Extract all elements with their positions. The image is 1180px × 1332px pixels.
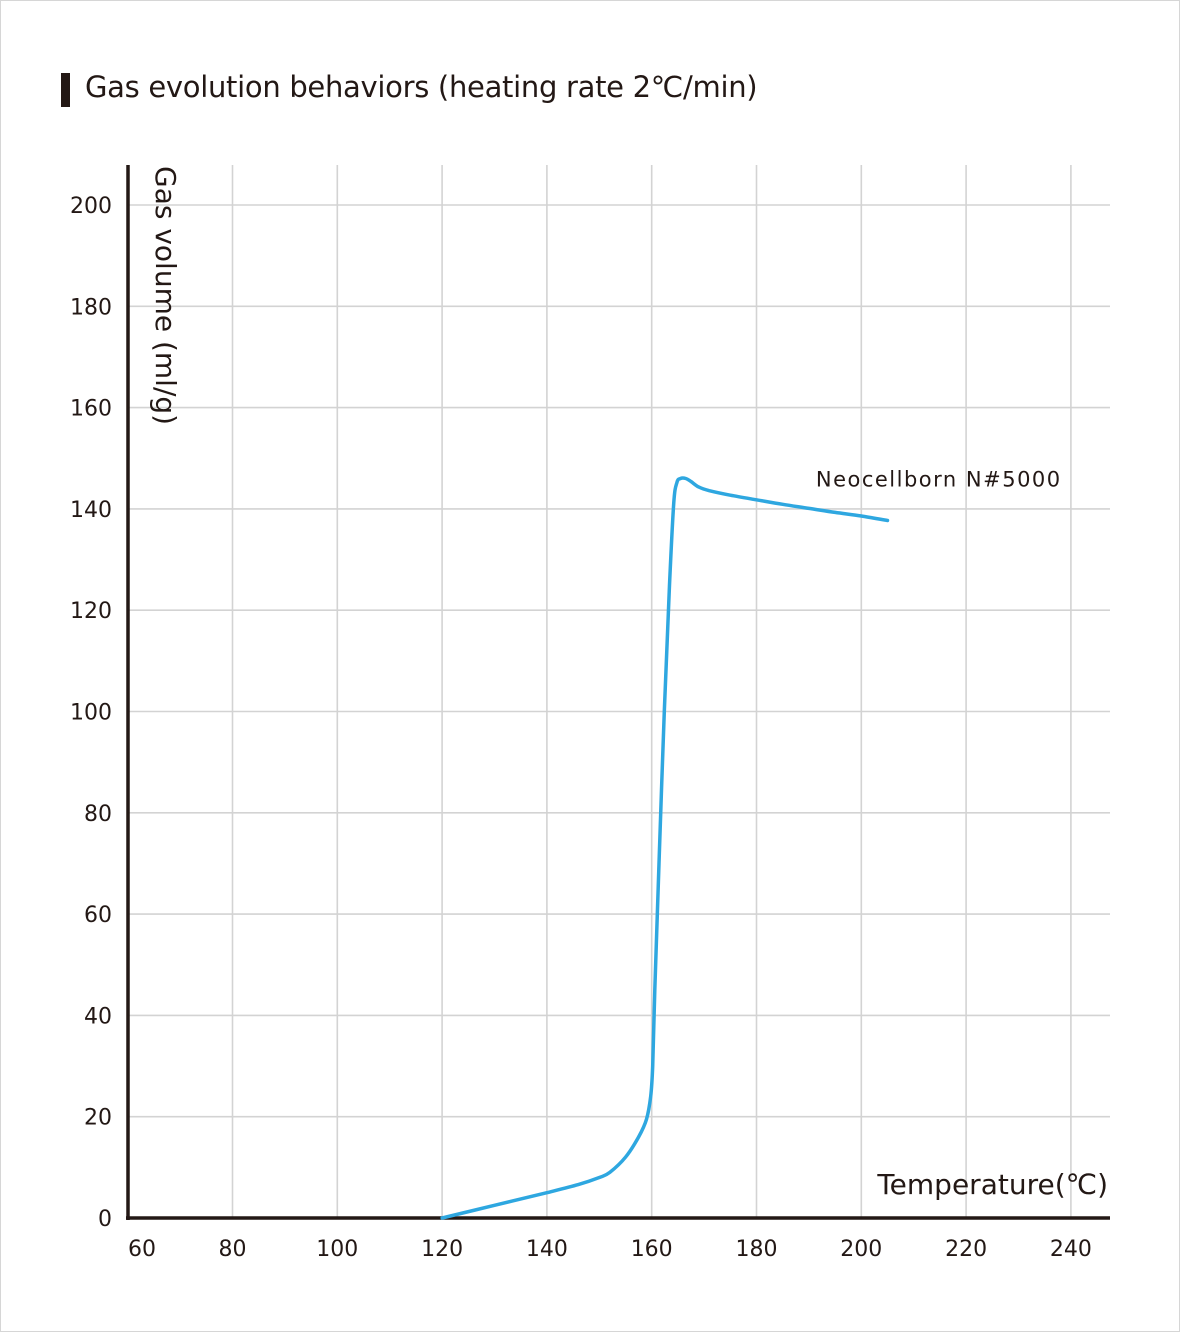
x-tick-label-140: 140 [526, 1237, 568, 1262]
chart-title: Gas evolution behaviors (heating rate 2℃… [85, 70, 758, 104]
y-tick-label-60: 60 [84, 903, 112, 928]
grid-lines [128, 165, 1110, 1218]
axes [126, 165, 1110, 1220]
x-tick-label-240: 240 [1050, 1237, 1092, 1262]
y-tick-label-140: 140 [70, 498, 112, 523]
x-tick-label-100: 100 [316, 1237, 358, 1262]
title-marker-bar [61, 73, 70, 107]
y-tick-label-180: 180 [70, 295, 112, 320]
tick-labels: 0 20 40 60 80 100 120 140 160 180 200 60 80 100 120 140… [70, 194, 1092, 1262]
series-line-0 [440, 476, 890, 1220]
chart-labels: Gas volume (ml/g) Temperature(℃) Neocellbo… [149, 166, 1108, 1201]
y-tick-label-120: 120 [70, 599, 112, 624]
y-tick-label-80: 80 [84, 802, 112, 827]
y-tick-label-20: 20 [84, 1106, 112, 1131]
x-tick-label-200: 200 [840, 1237, 882, 1262]
x-tick-label-220: 220 [945, 1237, 987, 1262]
x-tick-label-180: 180 [736, 1237, 778, 1262]
x-tick-label-60: 60 [128, 1237, 156, 1262]
series-group [440, 476, 890, 1220]
x-tick-label-160: 160 [631, 1237, 673, 1262]
series-label: Neocellborn N#5000 [816, 468, 1062, 492]
y-tick-label-160: 160 [70, 397, 112, 422]
y-tick-label-40: 40 [84, 1004, 112, 1029]
x-tick-label-80: 80 [219, 1237, 247, 1262]
x-tick-label-120: 120 [421, 1237, 463, 1262]
y-tick-label-0: 0 [98, 1207, 112, 1232]
x-axis-title: Temperature(℃) [876, 1168, 1108, 1201]
y-tick-label-100: 100 [70, 701, 112, 726]
y-tick-label-200: 200 [70, 194, 112, 219]
y-axis-title: Gas volume (ml/g) [149, 166, 182, 425]
